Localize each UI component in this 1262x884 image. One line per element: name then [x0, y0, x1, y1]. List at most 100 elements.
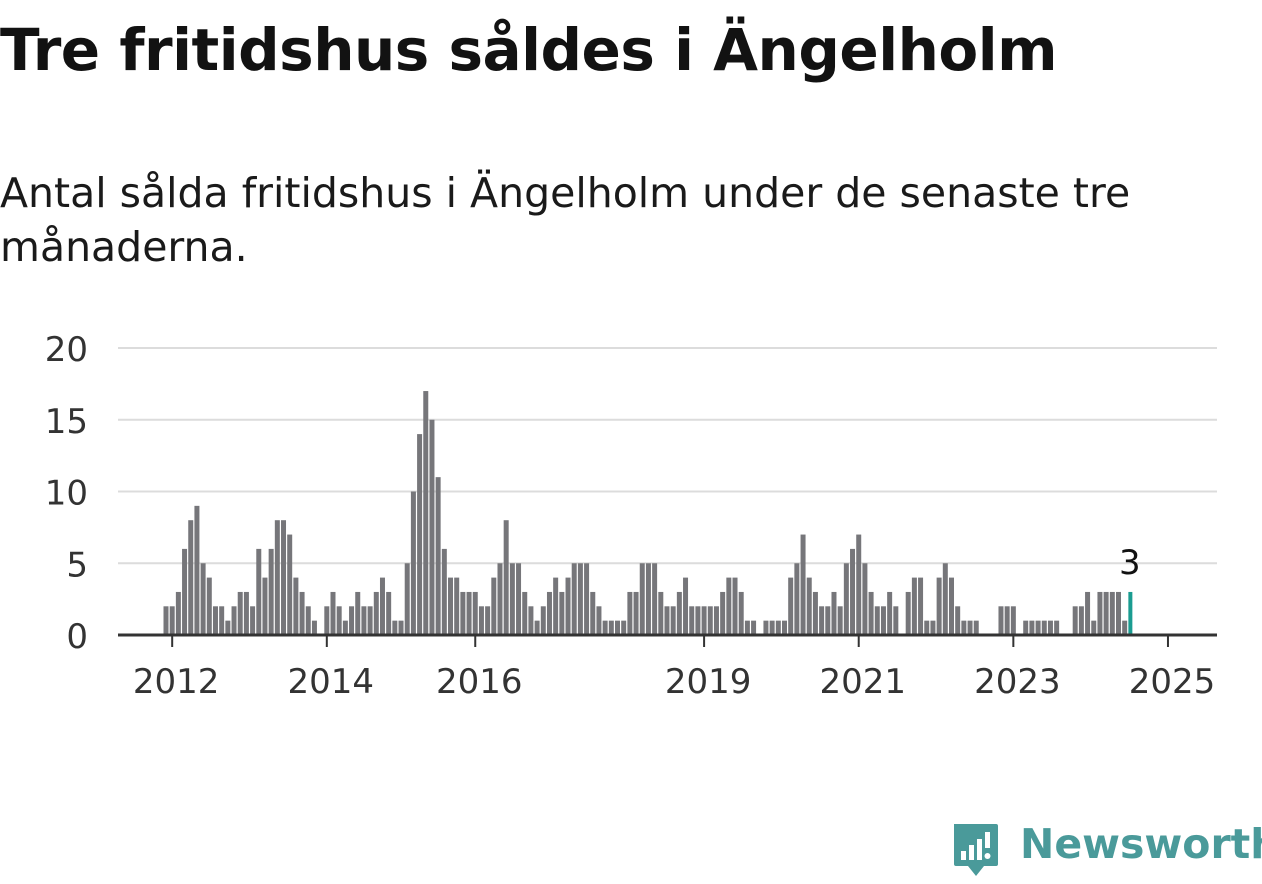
bar	[701, 606, 707, 635]
bar	[423, 391, 429, 635]
bar	[1029, 620, 1035, 635]
bar	[1047, 620, 1053, 635]
bar	[868, 591, 874, 635]
bar	[398, 620, 404, 635]
bar	[330, 591, 336, 635]
y-tick-label: 15	[45, 402, 88, 442]
bar	[782, 620, 787, 635]
bar	[225, 620, 231, 635]
bar	[850, 548, 856, 635]
bar	[942, 563, 948, 635]
bar	[1091, 620, 1097, 635]
bar	[1078, 606, 1084, 635]
bar	[658, 591, 664, 635]
bar	[955, 606, 961, 635]
bar	[831, 591, 837, 635]
x-tick-label: 2014	[288, 662, 375, 702]
bar	[1041, 620, 1047, 635]
y-tick-label: 5	[66, 545, 88, 585]
bar	[856, 534, 862, 635]
bar	[924, 620, 930, 635]
bar	[1115, 591, 1121, 635]
y-tick-label: 0	[66, 617, 88, 657]
bar	[256, 548, 262, 635]
bar	[1103, 591, 1109, 635]
bar	[188, 520, 194, 635]
bar	[367, 606, 373, 635]
bar	[670, 606, 676, 635]
bar	[342, 620, 348, 635]
bar	[311, 620, 317, 635]
bar	[299, 591, 305, 635]
bar	[349, 606, 355, 635]
y-tick-label: 20	[45, 330, 88, 370]
bar	[1035, 620, 1041, 635]
bar	[893, 606, 899, 635]
bar	[237, 591, 243, 635]
bar	[732, 577, 738, 635]
bar	[769, 620, 775, 635]
bar	[491, 577, 497, 635]
bar	[738, 591, 744, 635]
bar	[676, 591, 682, 635]
bar	[559, 591, 565, 635]
bar	[763, 620, 769, 635]
bar	[800, 534, 806, 635]
bar	[577, 563, 583, 635]
bar	[911, 577, 917, 635]
bar	[936, 577, 942, 635]
bar	[528, 606, 534, 635]
bar	[540, 606, 546, 635]
bar	[806, 577, 812, 635]
bar	[639, 563, 645, 635]
bar	[1072, 606, 1078, 635]
bar	[206, 577, 212, 635]
bar	[565, 577, 571, 635]
bar	[707, 606, 713, 635]
bar	[812, 591, 818, 635]
bar	[1010, 606, 1016, 635]
bar	[751, 620, 757, 635]
highlight-data-label: 3	[1119, 543, 1141, 583]
bar	[571, 563, 577, 635]
bar	[553, 577, 559, 635]
bar	[410, 491, 416, 635]
bar	[212, 606, 218, 635]
bar	[386, 591, 392, 635]
bar	[478, 606, 484, 635]
bar	[683, 577, 689, 635]
bar	[355, 591, 361, 635]
bar	[324, 606, 330, 635]
bar	[200, 563, 206, 635]
bar	[862, 563, 868, 635]
bar	[1109, 591, 1115, 635]
bar	[169, 606, 175, 635]
newsworthy-logo-icon	[954, 824, 998, 876]
bar	[837, 606, 843, 635]
bar	[546, 591, 552, 635]
bar	[918, 577, 924, 635]
bar	[973, 620, 979, 635]
bar	[379, 577, 385, 635]
y-tick-label: 10	[45, 474, 88, 514]
bar	[1004, 606, 1010, 635]
bar	[268, 548, 274, 635]
x-tick-label: 2023	[974, 662, 1061, 702]
bar	[219, 606, 225, 635]
bar	[287, 534, 293, 635]
bar	[250, 606, 256, 635]
x-tick-label: 2019	[665, 662, 752, 702]
bar	[633, 591, 639, 635]
bar	[466, 591, 472, 635]
bar	[454, 577, 460, 635]
bar	[775, 620, 781, 635]
bar	[615, 620, 621, 635]
bar	[509, 563, 515, 635]
bar	[441, 548, 447, 635]
bar	[1097, 591, 1103, 635]
bar	[930, 620, 936, 635]
bar	[713, 606, 719, 635]
bar	[874, 606, 880, 635]
bar-highlight	[1128, 591, 1133, 635]
bar	[998, 606, 1004, 635]
